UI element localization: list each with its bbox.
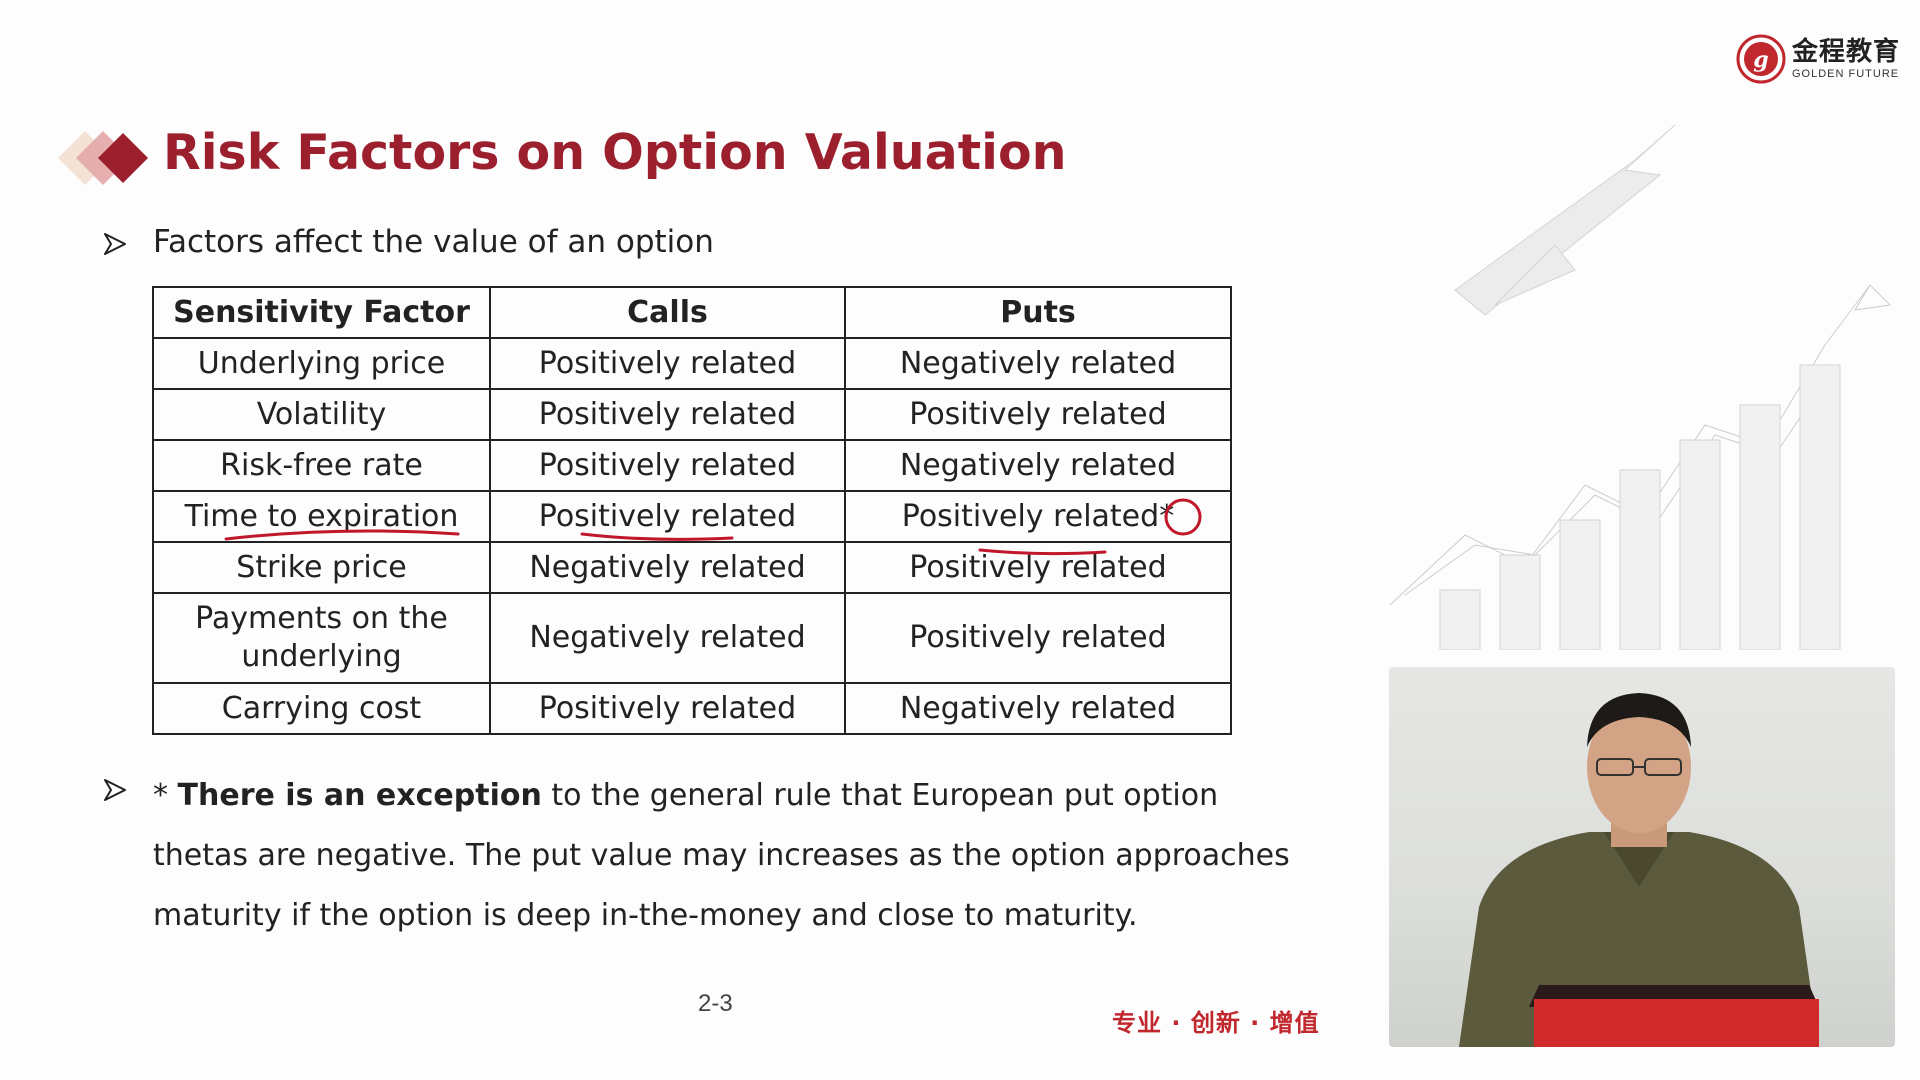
calls-cell: Negatively related bbox=[489, 592, 846, 684]
logo-seal-icon: g bbox=[1736, 34, 1786, 84]
table-row: Risk-free rate Positively related Negati… bbox=[152, 439, 1232, 492]
slogan: 专业 · 创新 · 增值 bbox=[1112, 1009, 1320, 1037]
slide-title: Risk Factors on Option Valuation bbox=[163, 124, 1067, 181]
calls-cell: Positively related bbox=[489, 439, 846, 492]
puts-cell: Positively related* bbox=[844, 490, 1232, 543]
sensitivity-table: Sensitivity Factor Calls Puts Underlying… bbox=[152, 286, 1232, 735]
asterisk-mark: * bbox=[1159, 499, 1175, 534]
factor-cell: Strike price bbox=[152, 541, 491, 594]
table-row: Carrying cost Positively related Negativ… bbox=[152, 682, 1232, 735]
arrow-bullet-icon bbox=[104, 233, 126, 255]
note-rest: to the general rule that European put op… bbox=[153, 778, 1290, 933]
puts-cell: Negatively related bbox=[844, 337, 1232, 390]
puts-cell: Positively related bbox=[844, 592, 1232, 684]
logo-english-text: GOLDEN FUTURE bbox=[1791, 67, 1900, 80]
logo-chinese-text: 金程教育 bbox=[1791, 36, 1900, 67]
bullet-text: Factors affect the value of an option bbox=[153, 224, 714, 260]
table-header-row: Sensitivity Factor Calls Puts bbox=[152, 286, 1232, 339]
presenter-webcam bbox=[1389, 667, 1895, 1047]
calls-cell: Positively related bbox=[489, 682, 846, 735]
svg-text:g: g bbox=[1753, 47, 1768, 73]
growth-chart-decoration-icon bbox=[1389, 124, 1892, 650]
exception-note: * There is an exception to the general r… bbox=[153, 766, 1303, 946]
note-prefix: * bbox=[153, 778, 178, 813]
factor-cell: Carrying cost bbox=[152, 682, 491, 735]
factor-cell: Risk-free rate bbox=[152, 439, 491, 492]
puts-cell: Positively related bbox=[844, 541, 1232, 594]
header-sensitivity-factor: Sensitivity Factor bbox=[152, 286, 491, 339]
calls-cell: Positively related bbox=[489, 388, 846, 441]
calls-cell: Negatively related bbox=[489, 541, 846, 594]
golden-future-logo: g 金程教育 GOLDEN FUTURE bbox=[1736, 34, 1900, 84]
puts-cell: Negatively related bbox=[844, 439, 1232, 492]
table-row: Strike price Negatively related Positive… bbox=[152, 541, 1232, 594]
factor-line: underlying bbox=[241, 639, 402, 674]
presenter-figure-icon bbox=[1459, 693, 1819, 1047]
factor-cell: Payments on the underlying bbox=[152, 592, 491, 684]
table-row: Underlying price Positively related Nega… bbox=[152, 337, 1232, 390]
title-diamond-icon bbox=[58, 131, 148, 185]
arrow-bullet-icon bbox=[104, 779, 126, 801]
header-puts: Puts bbox=[844, 286, 1232, 339]
calls-cell: Positively related bbox=[489, 490, 846, 543]
table-row: Time to expiration Positively related Po… bbox=[152, 490, 1232, 543]
puts-cell: Negatively related bbox=[844, 682, 1232, 735]
factor-cell: Volatility bbox=[152, 388, 491, 441]
page-number: 2-3 bbox=[698, 990, 733, 1017]
puts-cell: Positively related bbox=[844, 388, 1232, 441]
puts-value: Positively related bbox=[901, 499, 1160, 534]
factor-line: Payments on the bbox=[195, 601, 448, 636]
header-calls: Calls bbox=[489, 286, 846, 339]
factor-cell: Underlying price bbox=[152, 337, 491, 390]
calls-cell: Positively related bbox=[489, 337, 846, 390]
factor-cell: Time to expiration bbox=[152, 490, 491, 543]
note-bold: There is an exception bbox=[177, 778, 542, 813]
table-row: Payments on the underlying Negatively rel… bbox=[152, 592, 1232, 684]
table-row: Volatility Positively related Positively… bbox=[152, 388, 1232, 441]
